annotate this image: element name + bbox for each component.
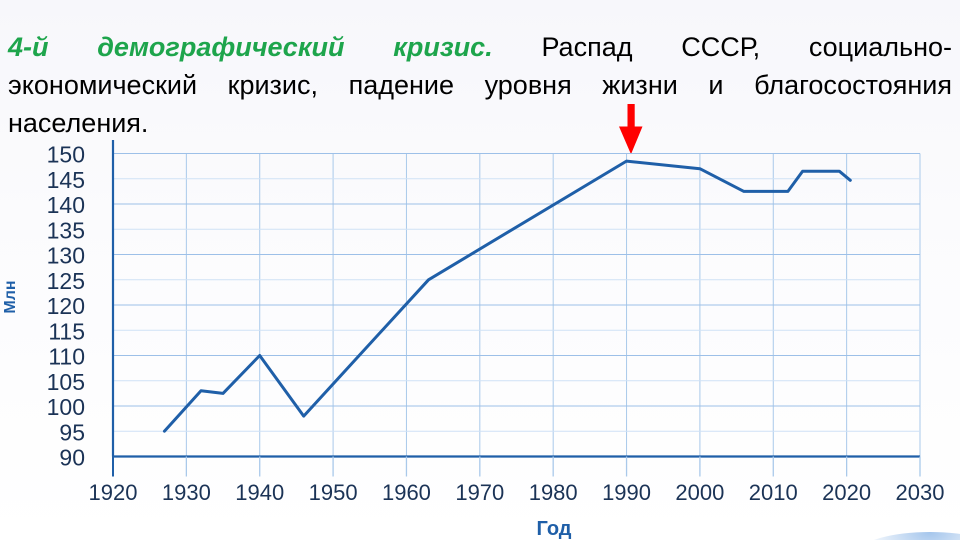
svg-text:150: 150 bbox=[47, 142, 85, 168]
svg-text:2000: 2000 bbox=[675, 480, 724, 505]
svg-text:2010: 2010 bbox=[749, 480, 798, 505]
svg-text:1980: 1980 bbox=[529, 480, 578, 505]
svg-text:2020: 2020 bbox=[822, 480, 871, 505]
svg-text:110: 110 bbox=[48, 344, 85, 370]
svg-text:135: 135 bbox=[47, 217, 85, 243]
svg-text:1990: 1990 bbox=[602, 480, 651, 505]
svg-text:Млн: Млн bbox=[2, 280, 19, 313]
svg-text:1920: 1920 bbox=[89, 480, 138, 505]
svg-text:95: 95 bbox=[59, 419, 85, 445]
svg-text:2030: 2030 bbox=[896, 480, 945, 505]
svg-text:1970: 1970 bbox=[455, 480, 504, 505]
svg-text:130: 130 bbox=[47, 243, 85, 269]
svg-text:140: 140 bbox=[47, 192, 85, 218]
svg-text:115: 115 bbox=[48, 318, 85, 344]
svg-text:1940: 1940 bbox=[235, 480, 284, 505]
svg-text:1930: 1930 bbox=[162, 480, 211, 505]
svg-text:120: 120 bbox=[47, 293, 85, 319]
svg-text:1960: 1960 bbox=[382, 480, 431, 505]
svg-text:105: 105 bbox=[47, 369, 85, 395]
svg-text:1950: 1950 bbox=[309, 480, 358, 505]
svg-text:145: 145 bbox=[47, 167, 85, 193]
svg-text:Год: Год bbox=[537, 518, 572, 540]
svg-text:125: 125 bbox=[47, 268, 85, 294]
svg-text:100: 100 bbox=[47, 394, 85, 420]
svg-text:90: 90 bbox=[59, 445, 85, 471]
